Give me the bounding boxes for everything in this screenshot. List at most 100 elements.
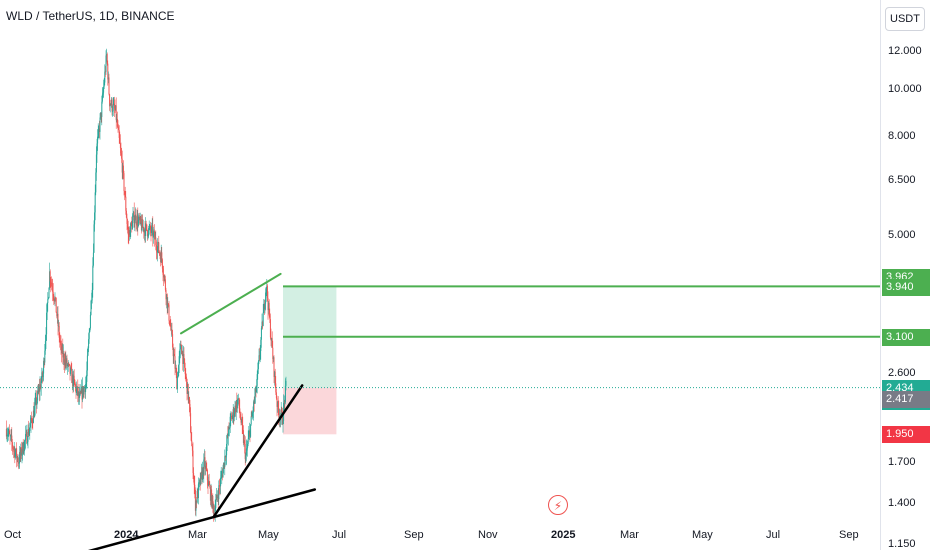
candle-body [262,321,264,327]
candle-body [213,513,215,514]
candle-body [74,384,76,386]
candle-body [199,479,201,483]
candle-body [79,394,81,398]
candle-body [59,337,61,341]
candle-body [285,380,287,386]
candle-body [21,452,23,456]
lightning-icon[interactable]: ⚡ [548,495,568,515]
candle-body [13,448,15,450]
candle-body [179,344,181,350]
candle-body [118,127,120,131]
candle-body [172,347,174,357]
candle-body [197,490,199,499]
candle-body [236,401,238,409]
candle-body [261,321,263,329]
candle-body [149,225,151,228]
candle-body [87,347,89,356]
candle-body [72,374,74,387]
candle-body [89,314,91,329]
candle-body [44,341,46,351]
candle-body [256,385,258,392]
trendline[interactable] [180,272,282,335]
candle-body [159,253,161,256]
candle-body [81,388,83,400]
trendline[interactable] [47,488,317,550]
candle-body [248,430,250,434]
candle-body [121,153,123,159]
candle-body [35,397,37,401]
candle-body [106,54,108,64]
trendline[interactable] [212,384,304,518]
candle-body [246,447,248,449]
candle-body [281,411,283,425]
candle-body [53,295,55,300]
trendlines[interactable] [47,272,317,550]
candle-body [69,364,71,374]
candle-body [98,128,100,132]
candle-body [76,389,78,393]
candle-body [84,387,86,393]
candle-body [139,216,141,221]
candle-body [65,358,67,364]
candle-body [127,223,129,230]
candle-body [221,474,223,476]
candle-body [126,217,128,224]
candle-body [250,416,252,425]
candle-body [242,430,244,444]
candle-body [171,329,173,335]
candle-body [206,469,208,481]
candle-body [182,351,184,364]
horizontal-levels[interactable] [283,285,880,338]
candle-body [243,440,245,444]
candle-body [110,99,112,105]
candle-body [82,386,84,400]
candle-body [42,373,44,378]
candle-body [57,313,59,327]
candle-body [271,338,273,348]
candle-body [52,286,54,292]
candle-body [256,374,258,386]
candle-body [95,172,97,193]
candle-body [103,86,105,93]
candle-body [116,118,118,127]
candle-body [137,219,139,226]
candle-body [270,337,272,341]
candle-body [170,329,172,331]
candle-body [230,415,232,417]
candle-body [284,385,286,403]
candle-body [210,489,212,501]
candle-body [269,319,271,338]
candle-body [235,401,237,413]
candle-body [28,430,30,435]
candle-body [23,441,25,452]
candle-body [277,401,279,410]
candle-body [29,427,31,431]
loss-zone[interactable] [283,387,337,435]
candle-body [257,361,259,370]
candle-body [73,375,75,381]
candle-body [55,297,57,313]
currency-button[interactable]: USDT [885,7,925,31]
candle-body [215,500,217,508]
candle-body [269,315,271,320]
candle-body [147,235,149,237]
candle-body [143,227,145,233]
candle-body [68,363,70,365]
candle-body [185,374,187,377]
candle-body [193,473,195,480]
candle-body [142,219,144,228]
candle-body [241,419,243,425]
candle-body [184,358,186,368]
candle-body [107,77,109,80]
candle-body [92,265,94,290]
candle-body [24,440,26,442]
candle-body [164,276,166,280]
candle-body [172,334,174,348]
candle-body [31,420,33,423]
candle-body [124,191,126,195]
candle-body [7,434,9,436]
candle-body [208,481,210,486]
candle-body [85,384,87,393]
candle-body [144,229,146,236]
